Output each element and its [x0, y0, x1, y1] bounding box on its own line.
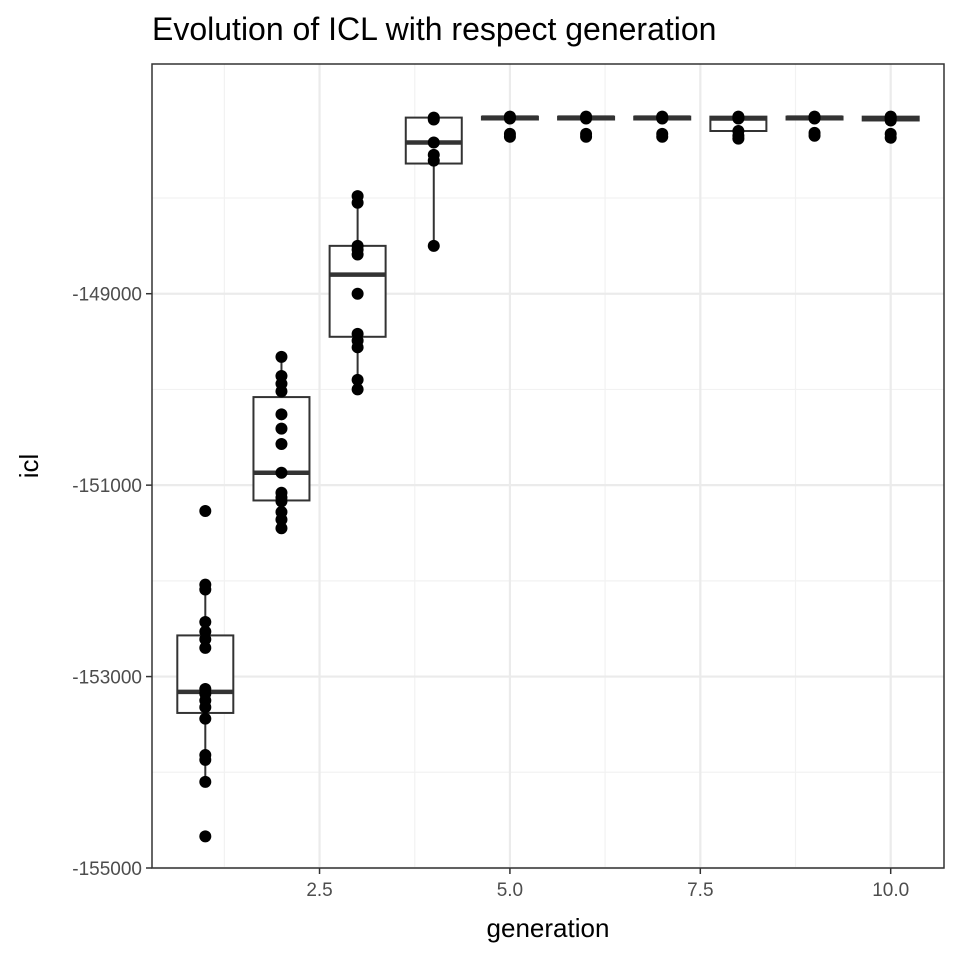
plot-panel-border: [151, 63, 945, 869]
data-point: [199, 712, 212, 725]
y-tick-label: -153000: [72, 668, 142, 689]
data-point: [275, 350, 288, 363]
data-point: [351, 383, 364, 396]
data-point: [275, 408, 288, 421]
data-point: [351, 341, 364, 354]
point-layer: [199, 110, 897, 843]
x-tick-label: 10.0: [872, 880, 909, 901]
data-point: [808, 112, 821, 125]
y-tick-label: -155000: [72, 859, 142, 880]
data-point: [199, 753, 212, 766]
data-point: [275, 385, 288, 398]
data-point: [199, 504, 212, 517]
data-point: [275, 466, 288, 479]
data-point: [275, 422, 288, 435]
data-point: [884, 131, 897, 144]
data-point: [199, 583, 212, 596]
data-point: [199, 701, 212, 714]
chart-title: Evolution of ICL with respect generation: [152, 11, 716, 47]
data-point: [808, 129, 821, 142]
data-point: [275, 495, 288, 508]
y-tick-label: -149000: [72, 285, 142, 306]
data-point: [656, 112, 669, 125]
y-axis-title: icl: [14, 454, 44, 479]
data-point: [199, 633, 212, 646]
data-point: [427, 154, 440, 167]
data-point: [580, 130, 593, 143]
x-tick-label: 2.5: [306, 880, 332, 901]
y-tick-label: -151000: [72, 476, 142, 497]
data-point: [199, 830, 212, 843]
data-point: [351, 248, 364, 261]
tick-layer: 2.5 5.0 7.5 10.0 -155000 -153000 -151000 -14900…: [72, 285, 909, 901]
data-point: [427, 136, 440, 149]
data-point: [503, 130, 516, 143]
box-layer: [176, 115, 920, 782]
data-point: [351, 373, 364, 386]
data-point: [199, 775, 212, 788]
data-point: [275, 437, 288, 450]
data-point: [503, 112, 516, 125]
x-tick-label: 5.0: [497, 880, 523, 901]
data-point: [275, 522, 288, 535]
data-point: [275, 513, 288, 526]
data-point: [199, 616, 212, 629]
data-point: [656, 130, 669, 143]
data-point: [427, 113, 440, 126]
x-axis-title: generation: [487, 913, 610, 943]
data-point: [351, 196, 364, 209]
data-point: [580, 112, 593, 125]
data-point: [199, 641, 212, 654]
data-point: [351, 287, 364, 300]
data-point: [427, 239, 440, 252]
data-point: [732, 132, 745, 145]
x-tick-label: 7.5: [687, 880, 713, 901]
data-point: [732, 112, 745, 125]
data-point: [884, 114, 897, 127]
